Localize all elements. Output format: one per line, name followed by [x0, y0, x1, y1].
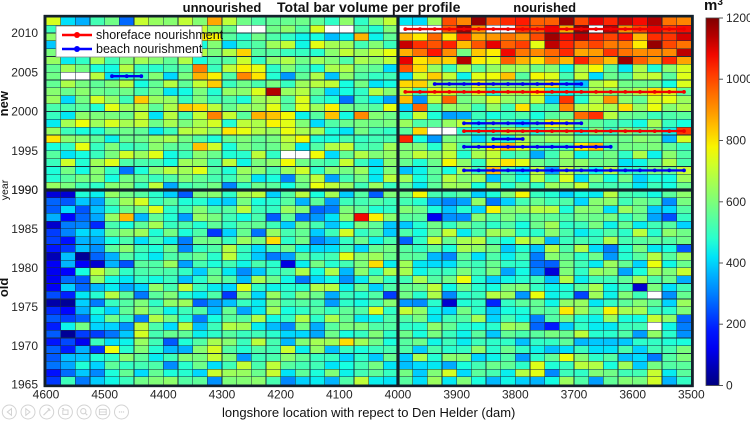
svg-text:400: 400 [726, 256, 746, 270]
svg-text:4000: 4000 [385, 388, 412, 402]
svg-text:year: year [0, 179, 11, 200]
svg-text:unnourished: unnourished [183, 0, 262, 15]
svg-text:4200: 4200 [267, 388, 294, 402]
svg-text:1200: 1200 [726, 11, 750, 25]
svg-text:200: 200 [726, 317, 746, 331]
svg-text:beach nourishment: beach nourishment [96, 42, 203, 56]
svg-text:1975: 1975 [11, 300, 38, 314]
svg-text:1995: 1995 [11, 144, 38, 158]
svg-text:1985: 1985 [11, 222, 38, 236]
svg-text:4500: 4500 [91, 388, 118, 402]
svg-text:3800: 3800 [502, 388, 529, 402]
svg-text:shoreface nourishment: shoreface nourishment [96, 28, 224, 42]
svg-text:3700: 3700 [561, 388, 588, 402]
svg-text:new: new [0, 90, 11, 116]
svg-text:4100: 4100 [326, 388, 353, 402]
svg-text:2000: 2000 [11, 105, 38, 119]
svg-text:0: 0 [726, 379, 733, 393]
svg-text:1980: 1980 [11, 261, 38, 275]
svg-text:3900: 3900 [443, 388, 470, 402]
svg-text:longshore location with repect: longshore location with repect to Den He… [222, 405, 515, 420]
svg-text:old: old [0, 278, 11, 298]
svg-text:1970: 1970 [11, 339, 38, 353]
svg-text:3500: 3500 [678, 388, 705, 402]
svg-text:m3: m3 [704, 0, 723, 14]
svg-text:nourished: nourished [513, 0, 576, 15]
svg-text:1000: 1000 [726, 72, 750, 86]
svg-text:600: 600 [726, 195, 746, 209]
svg-text:1965: 1965 [11, 378, 38, 392]
svg-text:4300: 4300 [209, 388, 236, 402]
svg-text:1990: 1990 [11, 183, 38, 197]
svg-text:3600: 3600 [619, 388, 646, 402]
svg-text:2005: 2005 [11, 65, 38, 79]
svg-text:Total bar volume per profile: Total bar volume per profile [277, 0, 461, 15]
svg-text:4400: 4400 [150, 388, 177, 402]
svg-text:2010: 2010 [11, 26, 38, 40]
svg-text:800: 800 [726, 134, 746, 148]
